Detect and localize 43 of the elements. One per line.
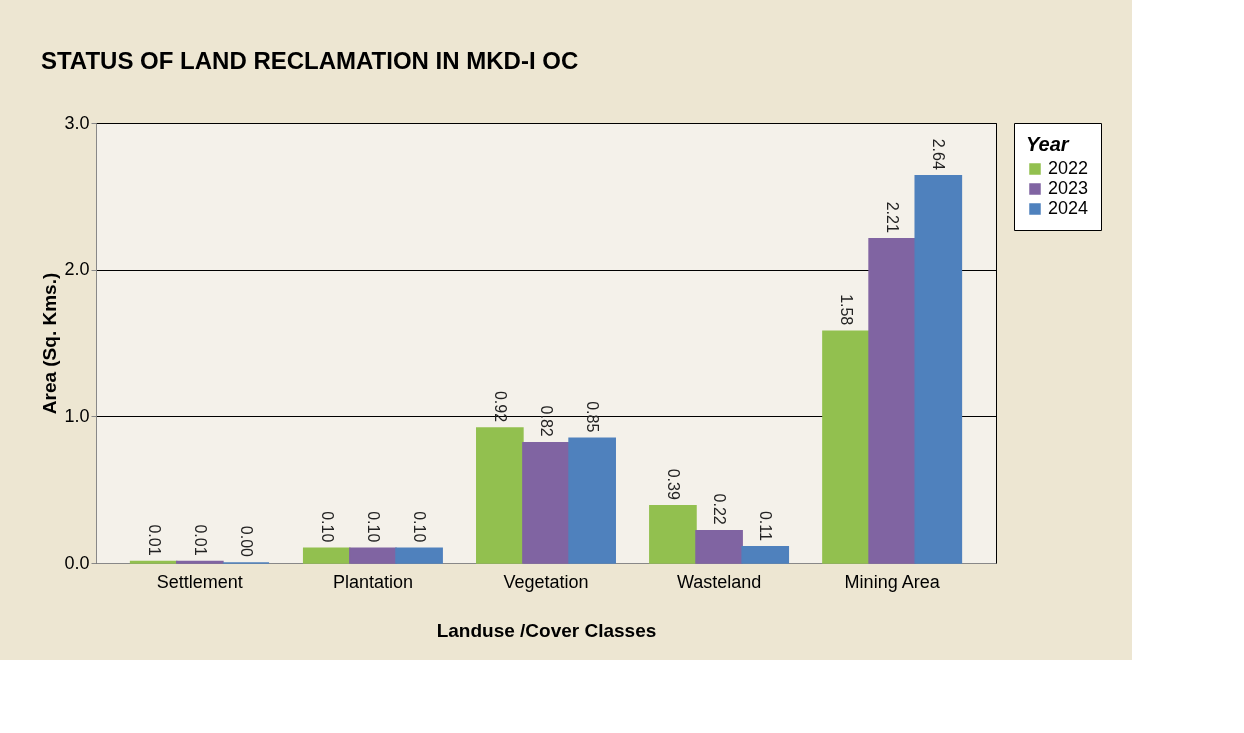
data-label: 1.58 [838,294,855,326]
bar [868,238,916,564]
legend-title: Year [1026,133,1070,155]
y-tick-label: 2.0 [64,259,90,280]
x-tick-label: Mining Area [844,571,941,592]
data-label: 0.22 [711,493,729,525]
data-label: 0.82 [538,405,555,437]
legend-label: 2023 [1048,178,1089,198]
bar [476,427,524,564]
data-label: 0.01 [145,524,163,556]
chart-title: STATUS OF LAND RECLAMATION IN MKD-I OC [40,47,579,74]
y-tick-label: 3.0 [64,112,90,133]
bar [649,505,697,564]
legend-label: 2022 [1048,158,1089,178]
x-tick-label: Wasteland [676,571,762,592]
x-tick-label: Plantation [332,571,413,592]
legend-label: 2024 [1048,198,1089,218]
x-tick-label: Vegetation [503,571,589,592]
y-tick-label: 1.0 [64,405,90,426]
y-tick-label: 0.0 [64,552,90,573]
bar [568,437,616,564]
bar [302,547,351,564]
data-label: 0.00 [238,525,255,558]
y-axis-title: Area (Sq. Kms.) [39,272,61,415]
data-label: 2.64 [930,138,948,170]
bar [395,547,443,564]
data-label: 0.10 [411,511,429,543]
x-axis-title: Landuse /Cover Classes [436,619,657,641]
data-label: 2.21 [884,201,902,233]
x-tick-label: Settlement [156,571,243,592]
data-label: 0.85 [584,401,602,433]
data-label: 0.10 [318,511,336,543]
data-label: 0.11 [757,510,775,541]
bar [349,547,397,564]
data-label: 0.39 [664,468,682,500]
data-label: 0.10 [364,511,382,543]
bar [695,529,743,564]
bar [741,546,790,564]
bar [822,330,870,564]
data-label: 0.01 [191,524,209,556]
bar [522,441,570,564]
bar [914,175,963,564]
data-label: 0.92 [491,390,509,423]
